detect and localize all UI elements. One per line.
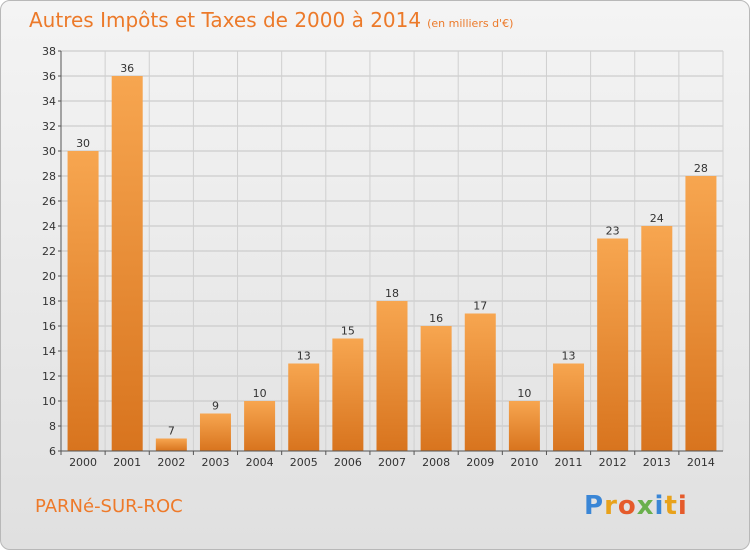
chart-subtitle: (en milliers d'€)	[427, 17, 514, 30]
y-tick-label: 28	[42, 170, 56, 183]
x-tick-label: 2002	[157, 456, 185, 469]
data-label: 24	[650, 212, 664, 225]
bar	[244, 401, 276, 451]
y-tick-label: 6	[49, 445, 56, 458]
axes: 6 8 10 12 14 16 18 20 22 24 26 28 30 32 34 36 38 2000 2001…	[42, 45, 723, 469]
y-tick-label: 32	[42, 120, 56, 133]
y-tick-label: 22	[42, 245, 56, 258]
data-label: 28	[694, 162, 708, 175]
y-tick-label: 26	[42, 195, 56, 208]
bar	[288, 363, 320, 451]
bars: 30 36 7 9 10 13 15 18 16 17 10 13 23 24 28	[67, 62, 717, 451]
logo-letter: t	[664, 491, 678, 521]
y-tick-label: 10	[42, 395, 56, 408]
bar	[597, 238, 629, 451]
data-label: 18	[385, 287, 399, 300]
town-name: PARNé-SUR-ROC	[35, 496, 183, 517]
x-tick-label: 2001	[113, 456, 141, 469]
bar	[111, 76, 143, 451]
y-tick-label: 12	[42, 370, 56, 383]
x-tick-label: 2008	[422, 456, 450, 469]
y-tick-label: 38	[42, 45, 56, 58]
x-tick-label: 2005	[290, 456, 318, 469]
data-label: 15	[341, 325, 355, 338]
data-label: 13	[297, 350, 311, 363]
data-label: 17	[473, 300, 487, 313]
y-tick-label: 16	[42, 320, 56, 333]
bar	[155, 438, 187, 451]
data-label: 13	[562, 350, 576, 363]
chart-title: Autres Impôts et Taxes de 2000 à 2014 (en…	[29, 8, 513, 32]
x-tick-label: 2004	[246, 456, 274, 469]
y-tick-label: 34	[42, 95, 56, 108]
y-tick-label: 14	[42, 345, 56, 358]
bar	[553, 363, 585, 451]
data-label: 36	[120, 62, 134, 75]
logo-letter: i	[677, 491, 688, 521]
bar	[685, 176, 717, 451]
chart-title-text: Autres Impôts et Taxes de 2000 à 2014	[29, 8, 422, 32]
x-tick-label: 2007	[378, 456, 406, 469]
logo-letter: P	[584, 491, 605, 521]
logo-letter: x	[636, 491, 655, 521]
x-tick-label: 2003	[201, 456, 229, 469]
data-label: 7	[168, 425, 175, 438]
logo-letter: r	[604, 491, 618, 521]
x-tick-label: 2009	[466, 456, 494, 469]
x-tick-label: 2013	[643, 456, 671, 469]
y-tick-label: 24	[42, 220, 56, 233]
bar	[332, 338, 364, 451]
x-tick-label: 2011	[555, 456, 583, 469]
y-tick-label: 20	[42, 270, 56, 283]
x-tick-label: 2006	[334, 456, 362, 469]
y-tick-label: 36	[42, 70, 56, 83]
data-label: 23	[606, 225, 620, 238]
bar	[376, 301, 408, 451]
x-tick-label: 2014	[687, 456, 715, 469]
bar	[420, 326, 452, 451]
y-tick-label: 30	[42, 145, 56, 158]
bar	[464, 313, 496, 451]
data-label: 16	[429, 312, 443, 325]
data-label: 9	[212, 400, 219, 413]
x-tick-label: 2012	[599, 456, 627, 469]
x-tick-label: 2000	[69, 456, 97, 469]
bar	[508, 401, 540, 451]
bar-chart: 30 36 7 9 10 13 15 18 16 17 10 13 23 24 28 6 8 10 12 14 16 1…	[42, 45, 724, 469]
proxiti-logo: Proxiti	[584, 491, 688, 521]
data-label: 10	[253, 387, 267, 400]
bar	[67, 151, 99, 451]
data-label: 30	[76, 137, 90, 150]
data-label: 10	[517, 387, 531, 400]
logo-letter: i	[654, 491, 665, 521]
y-tick-label: 18	[42, 295, 56, 308]
logo-letter: o	[617, 491, 637, 521]
x-tick-label: 2010	[510, 456, 538, 469]
bar	[641, 226, 673, 451]
y-tick-label: 8	[49, 420, 56, 433]
bar	[199, 413, 231, 451]
